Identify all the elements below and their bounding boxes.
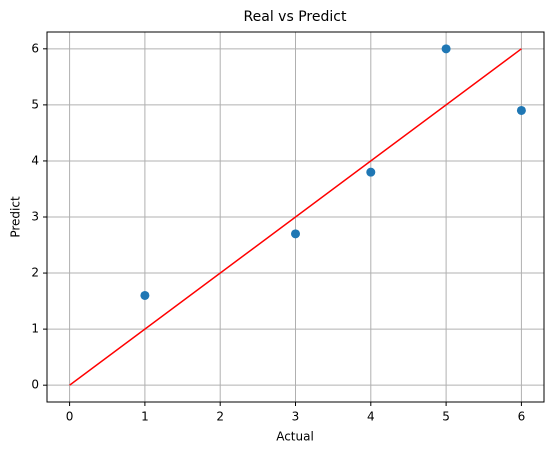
y-tick-label: 3	[31, 210, 39, 224]
reference-line	[69, 48, 522, 386]
scatter-point	[140, 290, 150, 300]
x-tick-label: 1	[141, 410, 149, 424]
y-axis-label: Predict	[9, 196, 23, 238]
scatter-point	[366, 167, 376, 177]
plot-frame	[46, 31, 545, 403]
x-tick-label: 0	[66, 410, 74, 424]
y-tick-label: 2	[31, 266, 39, 280]
x-axis-label: Actual	[276, 430, 314, 444]
y-tick-label: 4	[31, 153, 39, 167]
x-tick-label: 2	[216, 410, 224, 424]
scatter-point	[291, 229, 300, 239]
y-tick-label: 0	[31, 378, 39, 392]
x-tick-label: 4	[367, 410, 375, 424]
y-tick-label: 1	[31, 322, 39, 336]
y-tick-label: 5	[31, 97, 39, 111]
scatter-point	[441, 44, 451, 54]
x-tick-label: 3	[292, 410, 300, 424]
chart-title: Real vs Predict	[244, 9, 347, 25]
scatter-point	[516, 105, 526, 115]
y-tick-label: 6	[31, 41, 39, 55]
x-tick-label: 5	[442, 410, 450, 424]
x-tick-label: 6	[518, 410, 526, 424]
